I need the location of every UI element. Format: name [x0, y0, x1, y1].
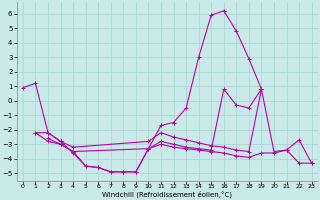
X-axis label: Windchill (Refroidissement éolien,°C): Windchill (Refroidissement éolien,°C): [102, 190, 232, 198]
